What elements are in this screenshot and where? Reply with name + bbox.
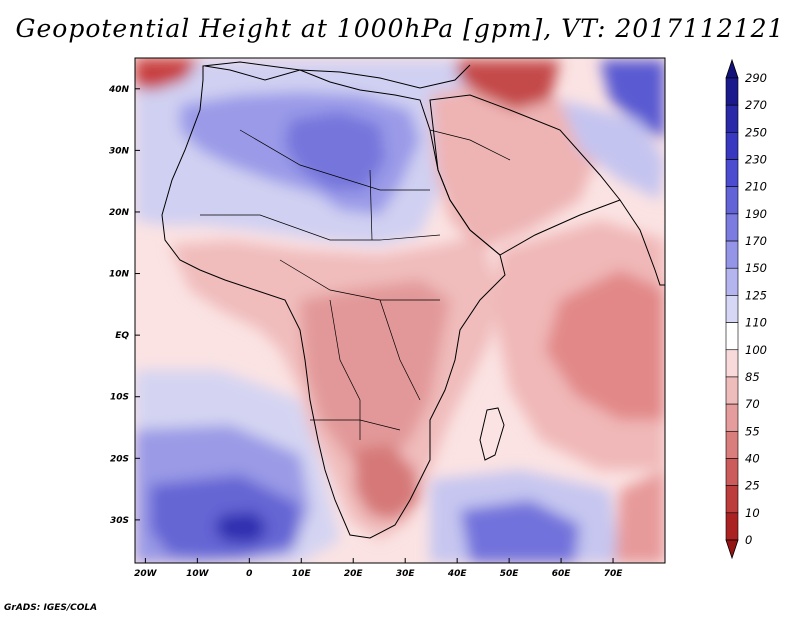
south-atlantic-high-max — [214, 512, 268, 543]
plot-frame — [134, 57, 666, 564]
colorbar-label: 10 — [745, 506, 760, 520]
india-coast — [619, 199, 665, 286]
colorbar-label: 125 — [745, 288, 767, 302]
colorbar-label: 25 — [745, 479, 760, 493]
colorbar-swatch — [725, 186, 739, 215]
colorbar-swatch — [725, 77, 739, 106]
lon-tick-label: 10E — [292, 569, 312, 579]
latitude-axis: 40N 30N 20N 10N EQ 10S 20S 30S — [108, 85, 140, 526]
colorbar-label: 40 — [745, 451, 760, 465]
shaded-field — [135, 58, 665, 563]
colorbar-swatch — [725, 403, 739, 432]
colorbar-swatch — [725, 159, 739, 188]
lon-tick-label: 60E — [552, 569, 572, 579]
lat-tick-label: 30S — [110, 516, 129, 526]
colorbar-swatch — [725, 349, 739, 378]
colorbar-label: 270 — [745, 98, 767, 112]
lat-tick-label: 20S — [110, 454, 129, 464]
east-africa-low — [300, 280, 450, 470]
lon-tick-label: 30E — [396, 569, 416, 579]
arabia-low — [430, 80, 600, 250]
arabia-coast — [429, 94, 621, 256]
colorbar-label: 150 — [745, 261, 767, 275]
lon-tick-label: 20W — [134, 569, 158, 579]
indian-ocean-low-core — [545, 270, 665, 420]
lon-tick-label: 10W — [186, 569, 210, 579]
colorbar-label: 210 — [745, 180, 767, 194]
libya-high-max — [285, 112, 385, 190]
colorbar-label: 190 — [745, 207, 767, 221]
colorbar-swatch — [725, 267, 739, 296]
colorbar-swatch — [725, 213, 739, 242]
colorbar-swatch — [725, 376, 739, 405]
iberia-low — [135, 58, 200, 90]
chart-title: Geopotential Height at 1000hPa [gpm], VT… — [15, 14, 785, 43]
colorbar-label: 230 — [745, 153, 767, 167]
europe-coast — [204, 64, 471, 89]
iran-high-edge — [560, 100, 665, 200]
lon-tick-label: 70E — [604, 569, 624, 579]
colorbar-swatch — [725, 132, 739, 160]
madagascar-coast — [479, 407, 505, 461]
colorbar-label: 170 — [745, 234, 767, 248]
colorbar-label: 110 — [745, 316, 767, 330]
lat-tick-label: 10S — [110, 393, 129, 403]
colorbar-max-arrow — [725, 58, 739, 79]
asia-high — [600, 60, 665, 140]
colorbar-swatch — [725, 322, 739, 351]
lat-tick-label: 10N — [109, 270, 130, 280]
colorbar-swatch — [725, 485, 739, 514]
credit-text: GrADS: IGES/COLA — [4, 603, 98, 613]
lon-tick-label: 40E — [447, 569, 468, 579]
colorbar-swatch — [725, 104, 739, 133]
country-borders — [200, 129, 511, 440]
lon-tick-label: 50E — [500, 569, 520, 579]
colorbar-label: 290 — [745, 71, 767, 85]
colorbar-swatch — [725, 458, 739, 486]
southeast-low — [615, 470, 665, 563]
colorbar-label: 250 — [745, 125, 767, 139]
colorbar-label: 100 — [745, 343, 767, 357]
lat-tick-label: EQ — [115, 331, 129, 341]
lat-tick-label: 20N — [109, 208, 130, 218]
coastlines — [161, 61, 665, 539]
south-indian-high-core — [460, 500, 580, 563]
lat-tick-label: 40N — [108, 85, 130, 95]
longitude-axis: 20W 10W 0 10E 20E 30E 40E 50E 60E 70E — [134, 558, 623, 579]
colorbar-label: 70 — [745, 397, 760, 411]
colorbar-label: 85 — [745, 370, 760, 384]
colorbar-min-arrow — [725, 539, 739, 560]
caspian-low — [455, 60, 560, 110]
lon-tick-label: 0 — [246, 569, 252, 579]
colorbar-label: 55 — [745, 424, 760, 438]
colorbar: 2902702502302101901701501251101008570554… — [725, 58, 767, 560]
lat-tick-label: 30N — [109, 146, 130, 156]
colorbar-swatch — [725, 430, 739, 459]
lon-tick-label: 20E — [344, 569, 364, 579]
colorbar-swatch — [725, 512, 739, 541]
colorbar-label: 0 — [745, 533, 752, 547]
africa-coastline — [161, 61, 506, 539]
colorbar-swatch — [725, 240, 739, 269]
southern-africa-low — [355, 445, 420, 520]
colorbar-swatch — [725, 295, 739, 323]
